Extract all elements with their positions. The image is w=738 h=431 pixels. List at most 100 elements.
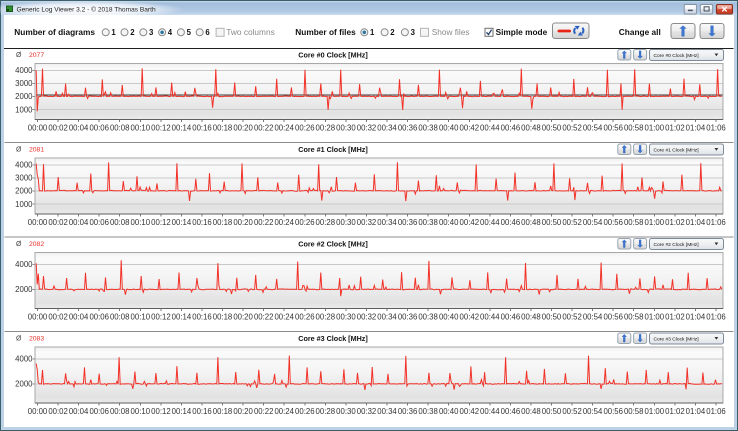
svg-text:00:00: 00:00 [28,123,48,132]
svg-text:Ø: Ø [16,147,22,154]
svg-text:01:06: 01:06 [706,407,726,416]
svg-text:2000: 2000 [15,92,33,101]
svg-text:01:00: 01:00 [645,407,665,416]
svg-text:4000: 4000 [15,66,33,75]
svg-text:00:38: 00:38 [418,218,438,227]
svg-text:00:46: 00:46 [501,407,521,416]
svg-text:00:32: 00:32 [357,123,377,132]
svg-text:00:56: 00:56 [603,123,623,132]
svg-text:2000: 2000 [15,380,33,389]
svg-text:01:04: 01:04 [686,312,706,321]
svg-text:00:18: 00:18 [213,123,233,132]
svg-text:00:06: 00:06 [89,218,109,227]
svg-text:00:02: 00:02 [48,312,68,321]
svg-text:00:56: 00:56 [603,218,623,227]
svg-text:00:30: 00:30 [336,218,356,227]
svg-text:00:42: 00:42 [460,407,480,416]
svg-text:00:38: 00:38 [418,123,438,132]
svg-text:00:32: 00:32 [357,312,377,321]
svg-text:00:26: 00:26 [295,407,315,416]
svg-text:2083: 2083 [29,336,44,343]
svg-text:00:20: 00:20 [233,123,253,132]
svg-text:00:50: 00:50 [542,218,562,227]
svg-text:00:10: 00:10 [131,407,151,416]
svg-text:00:06: 00:06 [89,312,109,321]
svg-text:00:36: 00:36 [398,312,418,321]
svg-text:Show files: Show files [432,27,470,37]
svg-text:00:28: 00:28 [316,123,336,132]
svg-text:00:04: 00:04 [69,218,89,227]
svg-text:Simple mode: Simple mode [496,27,548,37]
svg-text:00:54: 00:54 [583,218,603,227]
svg-text:00:46: 00:46 [501,218,521,227]
svg-text:Core #3 Clock [MHz]: Core #3 Clock [MHz] [654,337,700,343]
svg-text:00:52: 00:52 [562,218,582,227]
svg-text:00:16: 00:16 [192,312,212,321]
svg-text:01:00: 01:00 [645,312,665,321]
svg-text:00:34: 00:34 [377,123,397,132]
svg-text:00:26: 00:26 [295,123,315,132]
svg-text:00:50: 00:50 [542,407,562,416]
svg-text:00:44: 00:44 [480,312,500,321]
svg-text:00:44: 00:44 [480,218,500,227]
svg-text:00:08: 00:08 [110,218,130,227]
svg-text:00:10: 00:10 [131,218,151,227]
svg-text:00:52: 00:52 [562,123,582,132]
svg-text:00:16: 00:16 [192,123,212,132]
svg-text:00:40: 00:40 [439,407,459,416]
svg-text:Two columns: Two columns [226,27,274,37]
svg-text:00:58: 00:58 [624,123,644,132]
svg-text:Number of files: Number of files [295,27,356,37]
svg-text:01:00: 01:00 [645,218,665,227]
svg-text:00:30: 00:30 [336,123,356,132]
svg-text:00:52: 00:52 [562,312,582,321]
svg-text:00:16: 00:16 [192,218,212,227]
svg-text:00:34: 00:34 [377,407,397,416]
svg-text:Ø: Ø [16,52,22,59]
svg-text:00:30: 00:30 [336,407,356,416]
svg-text:2082: 2082 [29,241,44,248]
svg-text:00:42: 00:42 [460,312,480,321]
svg-text:00:58: 00:58 [624,218,644,227]
svg-text:4: 4 [168,28,173,37]
svg-text:3000: 3000 [15,79,33,88]
svg-text:00:36: 00:36 [398,407,418,416]
svg-text:4000: 4000 [15,161,33,170]
svg-text:Core #1 Clock [MHz]: Core #1 Clock [MHz] [298,145,368,154]
svg-text:2: 2 [130,28,135,37]
svg-text:00:54: 00:54 [583,312,603,321]
svg-text:01:02: 01:02 [665,407,685,416]
svg-text:00:36: 00:36 [398,123,418,132]
svg-text:00:12: 00:12 [151,123,171,132]
svg-text:00:48: 00:48 [521,312,541,321]
svg-text:01:02: 01:02 [665,312,685,321]
svg-text:1: 1 [111,28,116,37]
svg-text:00:00: 00:00 [28,218,48,227]
svg-text:2077: 2077 [29,52,44,59]
svg-text:00:08: 00:08 [110,407,130,416]
svg-text:00:50: 00:50 [542,123,562,132]
svg-text:00:02: 00:02 [48,218,68,227]
svg-text:00:24: 00:24 [274,123,294,132]
svg-text:00:38: 00:38 [418,312,438,321]
svg-text:00:36: 00:36 [398,218,418,227]
svg-text:00:26: 00:26 [295,218,315,227]
svg-text:01:04: 01:04 [686,407,706,416]
svg-text:6: 6 [205,28,210,37]
svg-text:00:28: 00:28 [316,218,336,227]
svg-text:00:54: 00:54 [583,407,603,416]
svg-text:Core #0 Clock [MHz]: Core #0 Clock [MHz] [298,51,368,60]
svg-text:00:48: 00:48 [521,218,541,227]
svg-text:3000: 3000 [15,174,33,183]
svg-text:00:04: 00:04 [69,407,89,416]
svg-text:00:00: 00:00 [28,312,48,321]
svg-text:00:12: 00:12 [151,312,171,321]
svg-text:00:46: 00:46 [501,123,521,132]
svg-text:00:44: 00:44 [480,123,500,132]
svg-text:01:04: 01:04 [686,218,706,227]
svg-text:00:40: 00:40 [439,123,459,132]
svg-text:00:16: 00:16 [192,407,212,416]
svg-text:Ø: Ø [16,241,22,248]
svg-text:01:04: 01:04 [686,123,706,132]
svg-text:Number of diagrams: Number of diagrams [14,27,95,37]
